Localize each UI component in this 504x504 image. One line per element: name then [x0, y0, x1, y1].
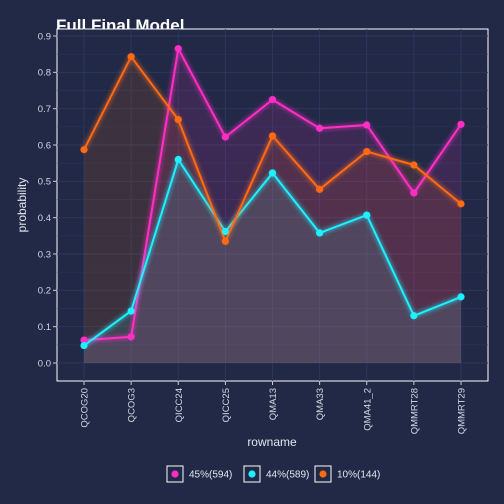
data-point-1-2: [174, 155, 182, 164]
x-tick-label: QMA13: [268, 388, 279, 420]
data-point-1-0: [80, 341, 88, 350]
data-point-1-1: [127, 307, 135, 315]
legend-item-2: 10%(144): [314, 465, 380, 483]
data-point-2-0: [80, 146, 88, 154]
axes: 0.0 0.1 0.2 0.3 0.4 0.5 0.6 0.7 0.8 0.9 QCOG20 QCOG…: [38, 31, 468, 434]
x-tick-label: QICC25: [221, 388, 232, 422]
legend-label-1: 44%(589): [266, 470, 309, 481]
y-tick-label: 0.9: [38, 31, 51, 42]
x-tick-label: QICC24: [174, 388, 185, 422]
data-point-0-7: [410, 189, 418, 197]
data-point-2-2: [174, 115, 182, 124]
y-tick-label: 0.5: [38, 177, 51, 188]
legend-item-0: 45%(594): [166, 465, 232, 483]
data-point-1-6: [363, 211, 371, 219]
data-point-2-1: [127, 53, 135, 61]
data-point-0-6: [363, 121, 371, 129]
data-point-1-3: [221, 227, 229, 236]
y-axis-title: probability: [15, 178, 29, 233]
legend-label-2: 10%(144): [337, 470, 380, 481]
series-area-2: [84, 56, 461, 363]
y-tick-label: 0.1: [38, 322, 51, 333]
legend-marker-1: [248, 470, 256, 478]
y-tick-label: 0.0: [38, 358, 51, 369]
data-point-0-8: [457, 120, 465, 128]
legend: 45%(594) 44%(589) 10%(144): [166, 465, 380, 483]
y-tick-label: 0.8: [38, 68, 51, 79]
series-area-1: [84, 159, 461, 363]
y-tick-label: 0.2: [38, 286, 51, 297]
data-point-0-1: [127, 333, 135, 341]
data-point-2-7: [410, 161, 418, 169]
y-tick-label: 0.6: [38, 140, 51, 151]
data-point-1-7: [410, 312, 418, 320]
y-tick-label: 0.3: [38, 249, 51, 260]
legend-marker-0: [171, 470, 179, 478]
x-tick-label: QMA41_2: [362, 388, 373, 431]
legend-marker-2: [319, 470, 327, 478]
data-point-0-5: [316, 124, 324, 132]
x-tick-label: QCOG20: [80, 388, 91, 428]
data-point-2-3: [221, 237, 229, 245]
x-tick-label: QMA33: [315, 388, 326, 420]
data-point-2-8: [457, 200, 465, 208]
grid: [57, 29, 488, 381]
x-tick-label: QCOG3: [127, 388, 138, 422]
data-point-2-4: [268, 132, 277, 140]
data-point-0-2: [174, 45, 182, 53]
x-tick-label: QMMRT29: [457, 388, 468, 434]
data-point-1-8: [457, 293, 465, 301]
data-point-1-4: [268, 169, 277, 177]
data-point-1-5: [316, 229, 324, 237]
x-tick-label: QMMRT28: [409, 388, 420, 434]
data-point-0-4: [268, 95, 277, 104]
data-point-0-0: [80, 336, 88, 344]
data-point-2-5: [316, 185, 324, 193]
y-tick-label: 0.7: [38, 104, 51, 115]
y-tick-label: 0.4: [38, 213, 51, 224]
data-point-0-3: [221, 133, 229, 141]
data-point-2-6: [363, 147, 371, 156]
legend-label-0: 45%(594): [189, 470, 232, 481]
legend-item-1: 44%(589): [243, 465, 309, 483]
x-axis-title: rowname: [247, 435, 297, 449]
series-points: [80, 45, 465, 350]
